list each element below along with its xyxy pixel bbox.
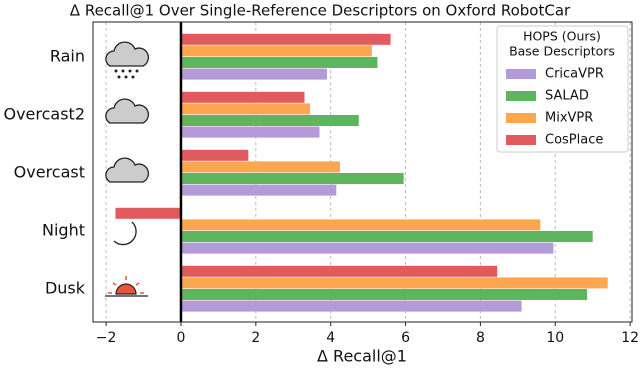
x-tick-label: 8 (476, 330, 485, 346)
legend-label: CricaVPR (545, 67, 604, 82)
x-tick-label: 2 (251, 330, 260, 346)
x-tick-label: 6 (401, 330, 410, 346)
y-tick-label: Overcast2 (3, 105, 85, 124)
bar (180, 300, 522, 312)
legend-swatch (506, 113, 536, 123)
bar (180, 231, 593, 242)
y-tick-label: Night (42, 221, 85, 240)
bar (180, 289, 588, 300)
bar (180, 91, 305, 103)
sun-icon (105, 276, 148, 297)
x-tick-label: −2 (96, 330, 117, 346)
plot-frame (92, 21, 633, 323)
bar (180, 265, 498, 277)
bar (180, 103, 311, 115)
legend-swatch (506, 135, 536, 145)
bar (180, 115, 359, 126)
x-tick-label: 4 (326, 330, 335, 346)
bar (115, 207, 181, 219)
legend-title: HOPS (Ours) (523, 29, 601, 44)
legend-swatch (506, 91, 536, 101)
plot-area: −2 0 2 4 6 8 10 12 Rain Overcast2 Overcast Night Dus… (3, 21, 639, 346)
bar (180, 219, 541, 231)
rain-icon (105, 41, 150, 79)
bar (180, 68, 327, 80)
y-tick-label: Overcast (14, 163, 85, 182)
y-tick-label: Dusk (45, 279, 86, 298)
x-axis-label: Δ Recall@1 (317, 347, 407, 366)
x-tick-label: 10 (546, 330, 564, 346)
bar (180, 277, 608, 289)
chart-title: Δ Recall@1 Over Single-Reference Descrip… (70, 2, 571, 20)
bar (180, 242, 554, 254)
legend-swatch (506, 69, 536, 79)
bar (180, 149, 249, 161)
legend-label: SALAD (545, 89, 589, 104)
bar (180, 126, 320, 138)
y-tick-label: Rain (50, 47, 85, 66)
legend-label: MixVPR (545, 111, 593, 126)
legend-label: CosPlace (545, 133, 603, 148)
bar (180, 161, 341, 173)
x-tick-label: 12 (621, 330, 639, 346)
bar (180, 57, 378, 68)
bar (180, 184, 337, 196)
bar (180, 45, 372, 57)
moon-icon (113, 221, 137, 246)
bar (180, 173, 404, 184)
legend: HOPS (Ours)Base Descriptors CricaVPR SALAD… (496, 25, 629, 153)
cloud-icon (105, 98, 150, 124)
legend-title: Base Descriptors (509, 44, 615, 59)
bar (180, 33, 391, 45)
x-tick-label: 0 (177, 330, 186, 346)
cloud-icon (105, 157, 150, 183)
